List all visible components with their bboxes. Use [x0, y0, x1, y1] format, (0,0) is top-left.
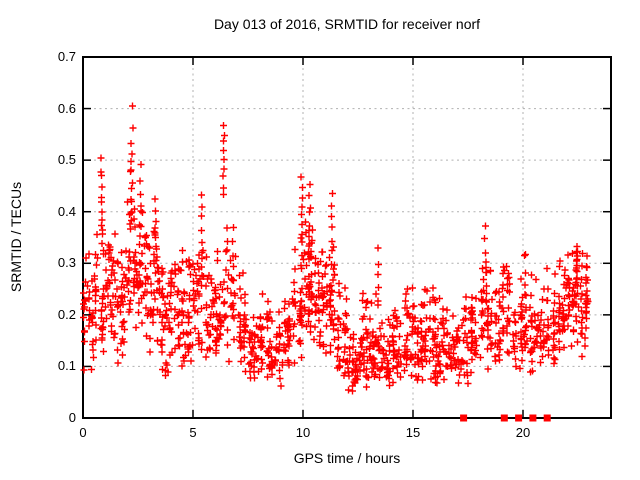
y-tick-label: 0.4	[57, 203, 76, 219]
zero-flag-square	[515, 414, 523, 422]
zero-flag-square	[529, 414, 537, 422]
y-tick-label: 0.6	[57, 100, 76, 116]
x-tick-label: 10	[295, 425, 311, 440]
x-tick-label: 5	[189, 425, 197, 440]
zero-flag-square	[500, 414, 508, 422]
x-axis-label: GPS time / hours	[293, 450, 401, 466]
zero-flag-square	[460, 414, 468, 422]
y-tick-label: 0.7	[57, 49, 76, 64]
y-tick-label: 0	[68, 410, 76, 425]
zero-flag-square	[543, 414, 551, 422]
y-tick-label: 0.2	[57, 306, 76, 322]
x-tick-label: 0	[79, 425, 87, 440]
y-tick-label: 0.3	[57, 255, 76, 271]
x-tick-label: 15	[405, 425, 421, 440]
x-tick-label: 20	[515, 425, 531, 440]
y-tick-label: 0.5	[57, 152, 76, 168]
y-tick-label: 0.1	[57, 358, 76, 374]
chart-title: Day 013 of 2016, SRMTID for receiver nor…	[213, 16, 481, 32]
